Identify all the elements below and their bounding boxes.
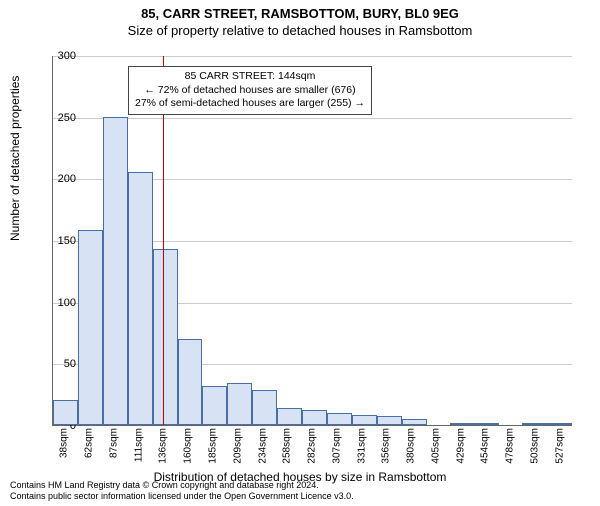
bar [302, 410, 327, 425]
annotation-line2: ← 72% of detached houses are smaller (67… [135, 84, 365, 98]
x-tick-label: 185sqm [207, 428, 218, 464]
bar [352, 415, 377, 425]
x-tick-label: 87sqm [108, 428, 119, 458]
bar [277, 408, 302, 425]
x-tick-label: 356sqm [381, 428, 392, 464]
footer: Contains HM Land Registry data © Crown c… [10, 480, 354, 502]
footer-line1: Contains HM Land Registry data © Crown c… [10, 480, 354, 491]
x-tick-label: 258sqm [282, 428, 293, 464]
x-tick-label: 429sqm [455, 428, 466, 464]
footer-line2: Contains public sector information licen… [10, 491, 354, 502]
x-tick-label: 38sqm [59, 428, 70, 458]
bar [103, 117, 128, 425]
bar [227, 383, 252, 425]
x-tick-label: 307sqm [331, 428, 342, 464]
plot-area: 85 CARR STREET: 144sqm ← 72% of detached… [52, 56, 572, 426]
bar [474, 423, 499, 425]
x-tick-label: 136sqm [158, 428, 169, 464]
bar [78, 230, 103, 425]
annotation-line3: 27% of semi-detached houses are larger (… [135, 97, 365, 111]
x-tick-label: 478sqm [505, 428, 516, 464]
x-tick-label: 62sqm [84, 428, 95, 458]
x-tick-label: 380sqm [406, 428, 417, 464]
annotation-line1: 85 CARR STREET: 144sqm [135, 70, 365, 84]
bar [53, 400, 78, 425]
bar [377, 416, 402, 425]
annotation-box: 85 CARR STREET: 144sqm ← 72% of detached… [128, 66, 372, 115]
bar [402, 419, 427, 425]
bar [128, 172, 153, 425]
x-tick-label: 111sqm [133, 428, 144, 462]
bar [252, 390, 277, 425]
x-tick-label: 503sqm [529, 428, 540, 464]
x-tick-label: 405sqm [430, 428, 441, 464]
bar [522, 423, 547, 425]
x-tick-label: 282sqm [307, 428, 318, 464]
chart: 85 CARR STREET: 144sqm ← 72% of detached… [52, 56, 572, 426]
x-tick-label: 527sqm [554, 428, 565, 464]
bar [153, 249, 178, 425]
x-tick-label: 454sqm [480, 428, 491, 464]
x-tick-label: 234sqm [257, 428, 268, 464]
bar [327, 413, 352, 425]
bar [450, 423, 475, 425]
page-subtitle: Size of property relative to detached ho… [0, 23, 600, 38]
bar [202, 386, 227, 425]
bar [178, 339, 203, 425]
y-axis-label: Number of detached properties [8, 76, 22, 241]
bar [547, 423, 572, 425]
page-title: 85, CARR STREET, RAMSBOTTOM, BURY, BL0 9… [0, 6, 600, 21]
x-tick-label: 331sqm [356, 428, 367, 464]
x-tick-label: 209sqm [232, 428, 243, 464]
x-tick-label: 160sqm [183, 428, 194, 464]
